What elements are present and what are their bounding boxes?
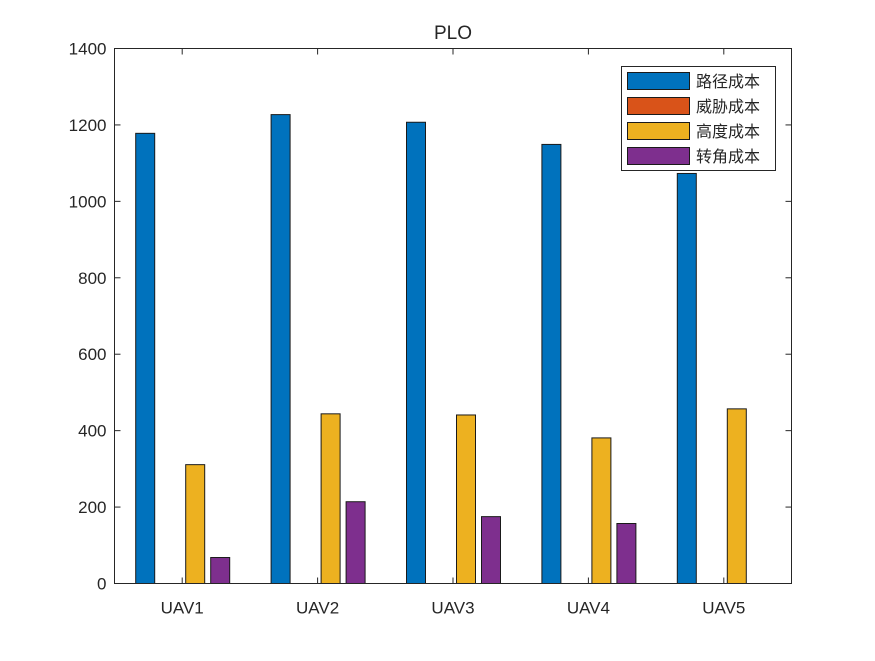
- legend-label: 高度成本: [696, 123, 760, 141]
- y-tick-label: 200: [78, 498, 106, 517]
- y-tick-label: 0: [97, 575, 106, 594]
- bar-UAV4-series-4: [616, 523, 637, 585]
- legend-swatch: [627, 122, 690, 140]
- x-tick-label: UAV5: [702, 599, 745, 618]
- legend-label: 威胁成本: [696, 98, 760, 116]
- bar-UAV2-series-4: [345, 501, 366, 585]
- x-tick-label: UAV1: [161, 599, 204, 618]
- legend-label: 转角成本: [696, 148, 760, 166]
- legend-swatch: [627, 147, 690, 165]
- y-tick-label: 1200: [69, 116, 107, 135]
- bar-UAV2-series-1: [270, 114, 291, 584]
- chart-title: PLO: [434, 23, 472, 44]
- y-tick-label: 1000: [69, 192, 107, 211]
- x-tick-label: UAV3: [431, 599, 474, 618]
- y-tick-label: 800: [78, 269, 106, 288]
- legend-swatch: [627, 72, 690, 90]
- bar-UAV1-series-1: [135, 132, 156, 584]
- bar-UAV1-series-3: [185, 464, 206, 584]
- bar-UAV5-series-3: [726, 408, 747, 584]
- x-tick-label: UAV4: [567, 599, 610, 618]
- bar-UAV1-series-4: [210, 557, 231, 584]
- y-tick-label: 1400: [69, 40, 107, 59]
- y-tick-label: 600: [78, 345, 106, 364]
- bar-UAV3-series-4: [481, 516, 501, 584]
- bar-UAV4-series-1: [541, 143, 562, 585]
- bar-UAV4-series-3: [591, 437, 612, 584]
- bar-UAV3-series-3: [456, 414, 476, 584]
- legend-swatch: [627, 97, 690, 115]
- bar-UAV3-series-1: [406, 121, 426, 584]
- legend-label: 路径成本: [696, 73, 760, 91]
- bar-UAV2-series-3: [320, 413, 341, 585]
- y-tick-label: 400: [78, 422, 106, 441]
- bar-UAV5-series-1: [676, 172, 697, 584]
- x-tick-label: UAV2: [296, 599, 339, 618]
